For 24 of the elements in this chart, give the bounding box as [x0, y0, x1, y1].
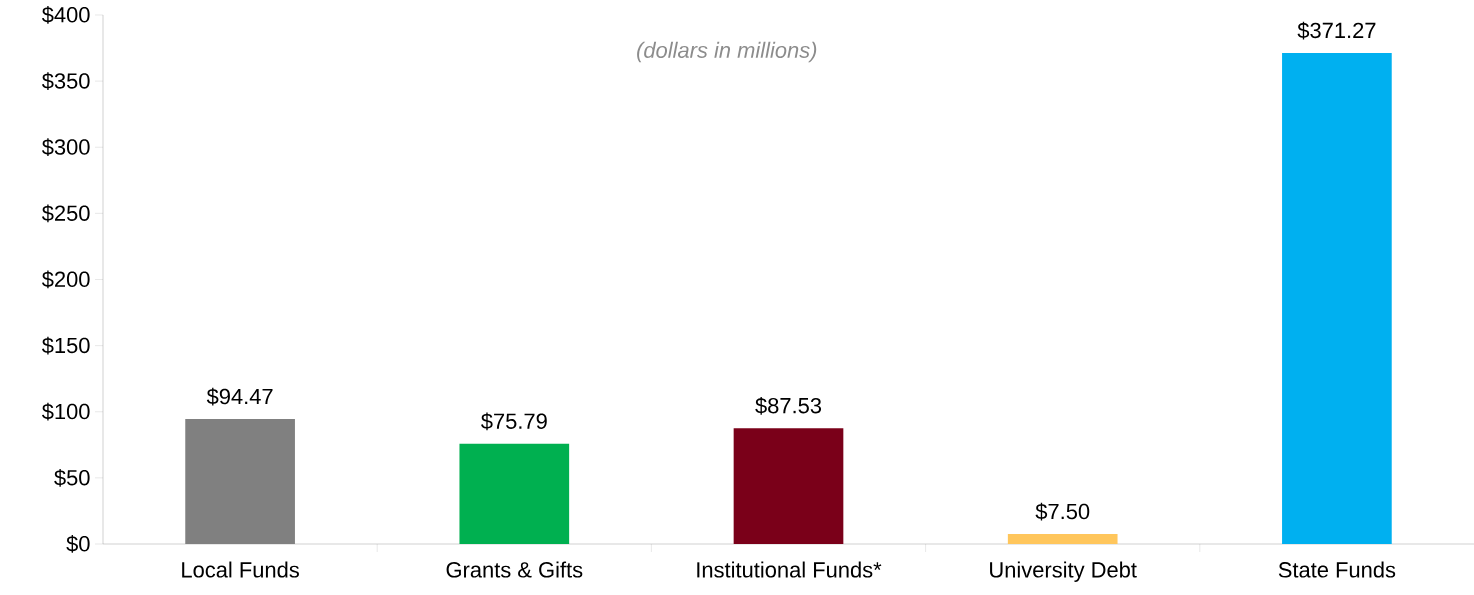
data-label: $371.27 — [1297, 21, 1376, 40]
y-tick-label: $250 — [41, 204, 90, 223]
y-tick-label: $350 — [41, 72, 90, 90]
y-tick-label: $200 — [41, 270, 90, 289]
y-tick-label: $300 — [41, 138, 90, 157]
y-tick-label: $400 — [41, 6, 90, 24]
data-label: $75.79 — [481, 412, 547, 431]
data-label: $87.53 — [755, 396, 822, 415]
data-label: $94.47 — [206, 387, 273, 406]
bar — [1007, 534, 1118, 544]
y-tick-label: $0 — [66, 535, 90, 553]
bar — [733, 428, 844, 544]
data-label: $7.50 — [1035, 502, 1090, 521]
y-tick-label: $50 — [54, 468, 90, 487]
x-tick-label: Local Funds — [182, 561, 299, 578]
x-tick-label: Grants & Gifts — [446, 561, 583, 578]
x-tick-label: University Debt — [990, 561, 1137, 582]
x-tick-label: State Funds — [1278, 561, 1396, 578]
y-tick-label: $150 — [41, 336, 90, 355]
bar — [1282, 52, 1392, 544]
y-tick-label: $100 — [41, 402, 90, 421]
annotation: (dollars in millions) — [637, 41, 817, 63]
x-tick-label: Institutional Funds* — [697, 561, 882, 578]
bar — [459, 443, 570, 544]
